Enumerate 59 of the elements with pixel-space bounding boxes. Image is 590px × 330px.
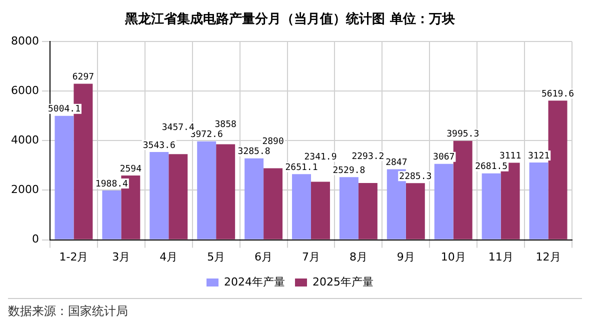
data-label: 2594 (120, 164, 142, 174)
bar (453, 140, 472, 240)
x-tick-label: 1-2月 (59, 250, 88, 264)
data-label: 3111 (499, 152, 522, 162)
x-tick-label: 12月 (536, 250, 561, 264)
data-label: 2293.2 (352, 152, 384, 162)
data-label: 2341.9 (304, 152, 337, 163)
bar (358, 182, 378, 240)
data-label: 1988.4 (95, 179, 128, 190)
bar (548, 100, 568, 240)
data-label: 2529.8 (332, 166, 366, 176)
bar (197, 141, 216, 240)
legend-label: 2024年产量 (224, 275, 286, 288)
y-tick-label: 4000 (10, 134, 39, 147)
x-tick-label: 9月 (396, 250, 415, 264)
data-label: 5004.1 (48, 104, 80, 115)
y-tick-label: 2000 (10, 183, 39, 196)
data-label: 2285.3 (399, 172, 432, 182)
x-tick-label: 7月 (302, 250, 320, 264)
chart-title: 黑龙江省集成电路产量分月（当月值）统计图 单位：万块 (124, 11, 455, 28)
bar (406, 183, 425, 240)
legend-label: 2025年产量 (312, 275, 374, 288)
y-tick-label: 8000 (10, 34, 39, 48)
y-tick-label: 6000 (10, 84, 39, 98)
data-label: 6297 (72, 72, 94, 83)
x-tick-label: 6月 (254, 250, 273, 264)
data-label: 2681.5 (475, 162, 508, 172)
x-tick-label: 11月 (488, 250, 514, 264)
source-note: 数据来源：国家统计局 (8, 304, 128, 318)
data-label: 3543.6 (142, 140, 176, 151)
bar (216, 144, 236, 240)
data-label: 3285.8 (238, 147, 270, 158)
bar (150, 152, 169, 240)
bar (54, 116, 74, 240)
data-label: 2651.1 (285, 162, 318, 173)
data-label: 3121 (528, 151, 550, 162)
bar (292, 174, 311, 240)
data-label: 5619.6 (542, 89, 574, 100)
data-label: 3067 (433, 152, 455, 163)
bar (339, 177, 358, 240)
x-tick-label: 10月 (440, 250, 466, 264)
bar (264, 168, 283, 240)
data-label: 2890 (262, 137, 284, 148)
data-label: 3457.4 (162, 122, 194, 133)
x-tick-label: 5月 (207, 250, 226, 264)
x-tick-label: 3月 (112, 250, 130, 264)
y-tick-label: 0 (32, 232, 39, 246)
bar (310, 182, 330, 240)
bar (529, 162, 548, 240)
data-label: 2847 (386, 158, 408, 168)
data-label: 3995.3 (446, 130, 480, 140)
bar (482, 173, 501, 240)
x-tick-label: 8月 (349, 250, 368, 264)
x-tick-label: 4月 (160, 250, 178, 264)
bar (102, 190, 122, 240)
bar (244, 158, 264, 240)
data-label: 3858 (214, 120, 236, 130)
bar (434, 164, 454, 240)
bar (168, 154, 188, 240)
